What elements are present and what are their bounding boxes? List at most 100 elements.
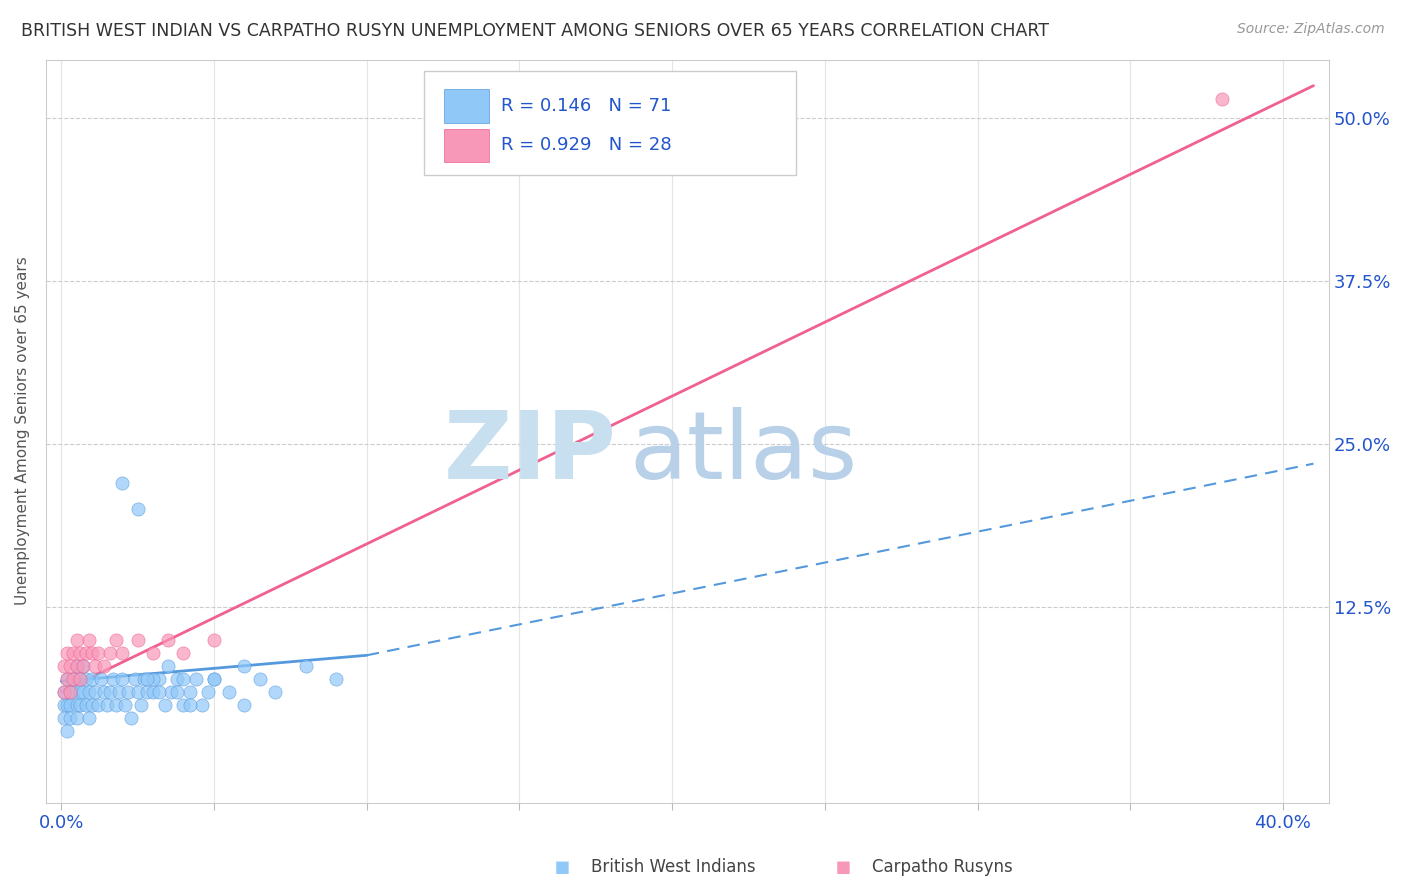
Point xyxy=(135,672,157,686)
Point xyxy=(184,672,207,686)
Point xyxy=(142,685,165,699)
Text: R = 0.146   N = 71: R = 0.146 N = 71 xyxy=(502,96,672,115)
Point xyxy=(93,658,115,673)
Text: ▪: ▪ xyxy=(835,855,852,879)
Point xyxy=(233,698,256,712)
Point xyxy=(77,685,100,699)
Point xyxy=(93,685,115,699)
Point xyxy=(59,685,82,699)
Point xyxy=(127,502,149,516)
Point xyxy=(62,672,84,686)
Point xyxy=(69,698,91,712)
Point xyxy=(114,698,136,712)
Point xyxy=(142,672,165,686)
Point xyxy=(72,658,94,673)
Point xyxy=(53,658,76,673)
Point xyxy=(111,646,134,660)
Point xyxy=(65,698,87,712)
Point xyxy=(264,685,287,699)
Point xyxy=(69,685,91,699)
Point xyxy=(148,685,170,699)
Point xyxy=(190,698,212,712)
Point xyxy=(101,672,124,686)
Point xyxy=(148,672,170,686)
Point xyxy=(65,711,87,725)
Point xyxy=(249,672,271,686)
Text: Carpatho Rusyns: Carpatho Rusyns xyxy=(872,858,1012,876)
Point xyxy=(80,698,103,712)
Point xyxy=(59,698,82,712)
Point xyxy=(56,672,79,686)
Point xyxy=(98,646,121,660)
Point xyxy=(166,685,188,699)
Point xyxy=(65,658,87,673)
Point xyxy=(75,646,97,660)
Point xyxy=(233,658,256,673)
Point xyxy=(80,646,103,660)
Point xyxy=(179,685,201,699)
Point xyxy=(62,672,84,686)
Point xyxy=(65,632,87,647)
Point xyxy=(72,685,94,699)
Bar xyxy=(444,89,488,123)
Point xyxy=(142,646,165,660)
Point xyxy=(98,685,121,699)
Point xyxy=(56,672,79,686)
Point xyxy=(72,658,94,673)
Point xyxy=(135,685,157,699)
Point xyxy=(202,672,225,686)
Point xyxy=(1211,92,1233,106)
FancyBboxPatch shape xyxy=(425,70,796,175)
Point xyxy=(172,698,194,712)
Point xyxy=(124,672,146,686)
Point xyxy=(96,698,118,712)
Point xyxy=(87,646,110,660)
Point xyxy=(53,711,76,725)
Text: R = 0.929   N = 28: R = 0.929 N = 28 xyxy=(502,136,672,154)
Point xyxy=(90,672,112,686)
Point xyxy=(117,685,139,699)
Text: British West Indians: British West Indians xyxy=(591,858,755,876)
Point xyxy=(121,711,143,725)
Point xyxy=(325,672,347,686)
Text: BRITISH WEST INDIAN VS CARPATHO RUSYN UNEMPLOYMENT AMONG SENIORS OVER 65 YEARS C: BRITISH WEST INDIAN VS CARPATHO RUSYN UN… xyxy=(21,22,1049,40)
Point xyxy=(62,685,84,699)
Point xyxy=(166,672,188,686)
Point xyxy=(59,685,82,699)
Bar xyxy=(444,128,488,162)
Point xyxy=(218,685,240,699)
Point xyxy=(172,672,194,686)
Point xyxy=(77,711,100,725)
Point xyxy=(56,723,79,738)
Point xyxy=(69,672,91,686)
Y-axis label: Unemployment Among Seniors over 65 years: Unemployment Among Seniors over 65 years xyxy=(15,257,30,606)
Point xyxy=(105,632,128,647)
Point xyxy=(127,632,149,647)
Point xyxy=(202,672,225,686)
Point xyxy=(160,685,183,699)
Point xyxy=(65,658,87,673)
Point xyxy=(202,632,225,647)
Point xyxy=(87,698,110,712)
Point xyxy=(77,632,100,647)
Point xyxy=(179,698,201,712)
Point xyxy=(108,685,131,699)
Point xyxy=(59,711,82,725)
Point xyxy=(69,646,91,660)
Point xyxy=(53,685,76,699)
Point xyxy=(294,658,316,673)
Point xyxy=(197,685,219,699)
Point xyxy=(153,698,176,712)
Point xyxy=(127,685,149,699)
Text: atlas: atlas xyxy=(630,408,858,500)
Point xyxy=(75,698,97,712)
Point xyxy=(69,672,91,686)
Point xyxy=(56,698,79,712)
Point xyxy=(105,698,128,712)
Point xyxy=(157,632,180,647)
Point xyxy=(56,646,79,660)
Point xyxy=(172,646,194,660)
Point xyxy=(83,658,105,673)
Point xyxy=(53,698,76,712)
Point xyxy=(83,685,105,699)
